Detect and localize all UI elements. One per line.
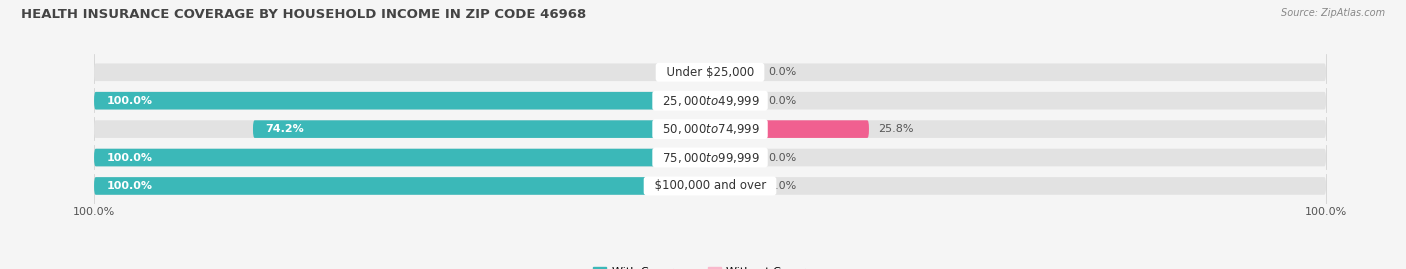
FancyBboxPatch shape — [710, 63, 759, 81]
Text: 0.0%: 0.0% — [769, 96, 797, 106]
Text: $75,000 to $99,999: $75,000 to $99,999 — [655, 151, 765, 165]
FancyBboxPatch shape — [94, 63, 1326, 81]
FancyBboxPatch shape — [94, 177, 1326, 195]
Text: Source: ZipAtlas.com: Source: ZipAtlas.com — [1281, 8, 1385, 18]
Text: 25.8%: 25.8% — [879, 124, 914, 134]
FancyBboxPatch shape — [94, 120, 1326, 138]
Text: Under $25,000: Under $25,000 — [658, 66, 762, 79]
Text: $50,000 to $74,999: $50,000 to $74,999 — [655, 122, 765, 136]
Text: 100.0%: 100.0% — [107, 153, 152, 162]
FancyBboxPatch shape — [710, 149, 759, 166]
FancyBboxPatch shape — [710, 177, 759, 195]
Text: $25,000 to $49,999: $25,000 to $49,999 — [655, 94, 765, 108]
FancyBboxPatch shape — [710, 92, 759, 109]
Text: $100,000 and over: $100,000 and over — [647, 179, 773, 192]
FancyBboxPatch shape — [253, 120, 710, 138]
FancyBboxPatch shape — [94, 92, 710, 109]
Text: 0.0%: 0.0% — [769, 67, 797, 77]
FancyBboxPatch shape — [94, 149, 1326, 166]
FancyBboxPatch shape — [94, 149, 710, 166]
Text: 0.0%: 0.0% — [769, 153, 797, 162]
FancyBboxPatch shape — [710, 120, 869, 138]
FancyBboxPatch shape — [94, 92, 1326, 109]
Text: 0.0%: 0.0% — [769, 181, 797, 191]
FancyBboxPatch shape — [94, 177, 710, 195]
Text: 100.0%: 100.0% — [107, 181, 152, 191]
Text: 74.2%: 74.2% — [266, 124, 304, 134]
Text: HEALTH INSURANCE COVERAGE BY HOUSEHOLD INCOME IN ZIP CODE 46968: HEALTH INSURANCE COVERAGE BY HOUSEHOLD I… — [21, 8, 586, 21]
Text: 0.0%: 0.0% — [669, 67, 697, 77]
Legend: With Coverage, Without Coverage: With Coverage, Without Coverage — [593, 267, 827, 269]
Text: 100.0%: 100.0% — [107, 96, 152, 106]
